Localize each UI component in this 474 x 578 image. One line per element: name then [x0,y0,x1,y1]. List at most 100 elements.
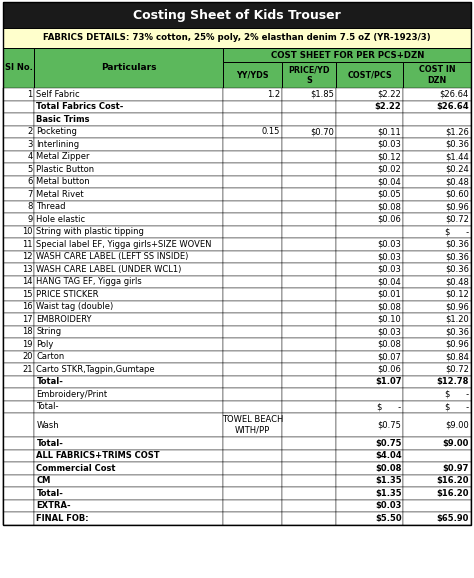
Bar [336,150,403,163]
Text: Plastic Button: Plastic Button [36,165,95,174]
Text: Carton: Carton [36,352,65,361]
Bar [3,401,35,413]
Text: $0.36: $0.36 [445,140,469,149]
Text: Total-: Total- [36,489,64,498]
Bar [403,437,471,450]
Bar [336,201,403,213]
Bar [224,288,282,301]
Bar [3,238,35,250]
Bar [35,150,224,163]
Bar [3,176,35,188]
Text: $0.72: $0.72 [445,215,469,224]
Text: 7: 7 [27,190,33,199]
Bar [336,138,403,150]
Bar [282,437,336,450]
Text: FINAL FOB:: FINAL FOB: [36,514,89,523]
Text: Total-: Total- [36,402,59,412]
Bar [35,176,224,188]
Text: $16.20: $16.20 [437,476,469,486]
Bar [3,101,35,113]
Text: YY/YDS: YY/YDS [237,71,269,80]
Text: 4: 4 [27,152,33,161]
Bar [35,188,224,201]
Bar [403,512,471,524]
Text: $0.96: $0.96 [445,340,469,349]
Bar [336,288,403,301]
Text: TOWEL BEACH
WITH/PP: TOWEL BEACH WITH/PP [222,416,283,435]
Bar [336,176,403,188]
Bar [3,138,35,150]
Text: $0.02: $0.02 [378,165,401,174]
Bar [282,125,336,138]
Bar [403,138,471,150]
Bar [282,288,336,301]
Bar [35,88,224,101]
Text: 9: 9 [27,215,33,224]
Bar [282,163,336,176]
Text: Basic Trims: Basic Trims [36,115,90,124]
Bar [35,487,224,499]
Text: $1.26: $1.26 [445,127,469,136]
Bar [35,512,224,524]
Bar [224,250,282,263]
Text: $0.07: $0.07 [378,352,401,361]
Text: 1: 1 [27,90,33,99]
Bar [403,62,471,88]
Text: ALL FABRICS+TRIMS COST: ALL FABRICS+TRIMS COST [36,451,160,460]
Bar [3,462,35,475]
Text: $2.22: $2.22 [375,102,401,111]
Bar [35,325,224,338]
Bar [403,450,471,462]
Bar [403,350,471,363]
Bar [336,350,403,363]
Bar [403,338,471,350]
Bar [35,301,224,313]
Text: $0.75: $0.75 [378,421,401,429]
Text: HANG TAG EF, Yigga girls: HANG TAG EF, Yigga girls [36,277,142,286]
Text: $0.12: $0.12 [378,152,401,161]
Text: COST/PCS: COST/PCS [347,71,392,80]
Text: Waist tag (double): Waist tag (double) [36,302,114,311]
Bar [336,263,403,276]
Bar [403,188,471,201]
Bar [282,238,336,250]
Text: PRICE/YD
S: PRICE/YD S [288,65,330,85]
Text: $      -: $ - [377,402,401,412]
Bar [35,238,224,250]
Bar [403,499,471,512]
Bar [403,263,471,276]
Bar [336,437,403,450]
Text: $1.35: $1.35 [375,476,401,486]
Bar [282,138,336,150]
Bar [403,462,471,475]
Bar [3,450,35,462]
Bar [282,150,336,163]
Text: 8: 8 [27,202,33,211]
Text: 5: 5 [27,165,33,174]
Text: 10: 10 [22,227,33,236]
Bar [282,388,336,401]
Bar [224,150,282,163]
Text: $26.64: $26.64 [437,102,469,111]
Bar [3,263,35,276]
Bar [224,276,282,288]
Bar [224,125,282,138]
Bar [3,213,35,225]
Bar [3,487,35,499]
Bar [282,462,336,475]
Bar [35,263,224,276]
Bar [3,376,35,388]
Text: $0.24: $0.24 [445,165,469,174]
Bar [35,138,224,150]
Bar [3,350,35,363]
Bar [403,176,471,188]
Text: FABRICS DETAILS: 73% cotton, 25% poly, 2% elasthan denim 7.5 oZ (YR-1923/3): FABRICS DETAILS: 73% cotton, 25% poly, 2… [43,34,431,43]
Text: $0.36: $0.36 [445,327,469,336]
Bar [282,413,336,437]
Text: $0.60: $0.60 [445,190,469,199]
Text: String with plastic tipping: String with plastic tipping [36,227,145,236]
Bar [35,313,224,325]
Bar [35,113,224,125]
Text: Embroidery/Print: Embroidery/Print [36,390,108,399]
Text: $26.64: $26.64 [440,90,469,99]
